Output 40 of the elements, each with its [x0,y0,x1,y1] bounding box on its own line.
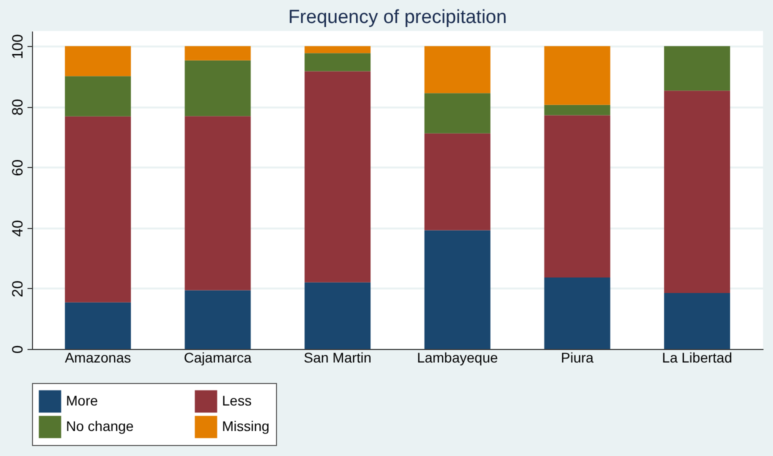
x-tick-label: San Martin [304,350,372,366]
bar [184,116,251,290]
bar [424,46,490,94]
legend-label: No change [66,418,134,434]
bar [424,93,490,134]
chart-title: Frequency of precipitation [288,7,507,28]
x-tick-label: Lambayeque [416,350,498,366]
bar [424,133,490,230]
bar [64,116,131,302]
bar [424,230,490,349]
bar [544,46,610,105]
bar [544,278,610,349]
bar [664,46,730,91]
y-tick-label: 20 [10,280,26,298]
bar [304,53,371,72]
bar [664,90,730,293]
y-tick-label: 40 [10,220,26,237]
bar [184,60,251,116]
legend-label: More [66,392,98,408]
bar [664,292,730,349]
bar [64,302,131,349]
x-tick-label: Amazonas [64,350,131,366]
y-tick-label: 0 [10,345,26,354]
x-tick-label: Cajamarca [184,350,252,366]
bar [64,46,131,76]
bar [544,104,610,116]
bar [304,46,371,54]
bar [64,76,131,116]
x-tick-label: La Libertad [662,350,732,366]
bar [184,290,251,349]
bar [544,115,610,278]
legend-label: Less [222,392,252,408]
bar [304,71,371,282]
legend-label: Missing [222,418,270,434]
y-tick-label: 100 [10,34,26,60]
bar [304,282,371,349]
y-tick-label: 60 [10,159,26,176]
y-tick-label: 80 [10,98,26,116]
bar [184,46,251,60]
x-tick-label: Piura [560,350,594,366]
